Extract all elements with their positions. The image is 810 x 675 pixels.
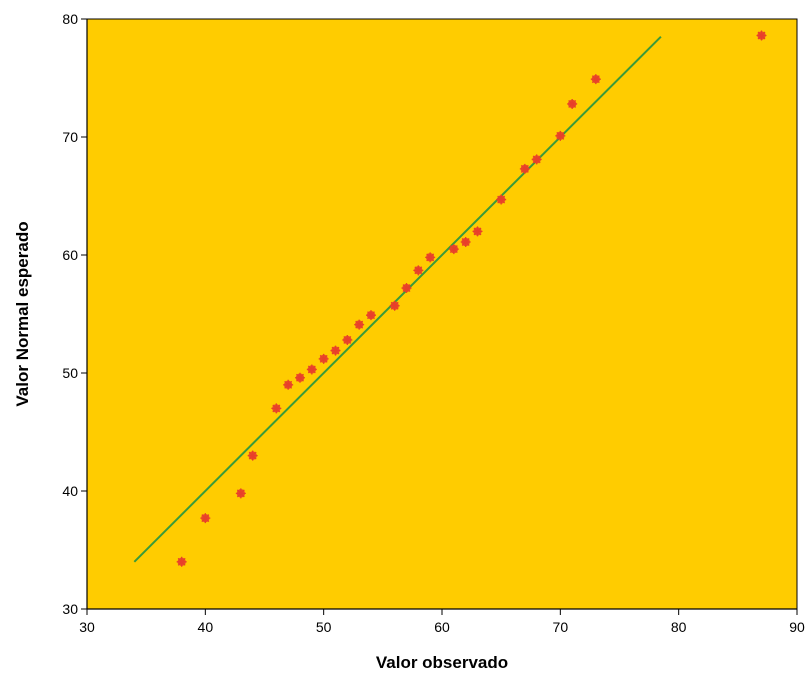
data-point [389,300,400,311]
y-tick-label: 40 [62,483,78,499]
data-point [401,283,412,294]
data-point [460,237,471,248]
point-marker-star [366,310,376,321]
data-point [496,194,507,205]
point-marker-star [306,364,317,375]
point-marker-star [354,319,365,330]
y-tick-label: 50 [62,365,78,381]
data-point [472,226,483,237]
data-point [425,252,436,263]
data-point [235,488,246,499]
data-point [448,244,459,255]
y-tick-label: 60 [62,247,78,263]
x-tick-label: 30 [79,619,95,635]
reference-line [133,35,662,563]
data-point [200,513,211,524]
x-axis-title: Valor observado [376,653,508,672]
point-marker-star [235,488,246,499]
x-tick-label: 50 [316,619,332,635]
point-marker-star [295,372,305,383]
x-tick-label: 90 [789,619,805,635]
point-marker-star [472,226,483,237]
point-marker-star [567,98,578,109]
x-tick-label: 70 [553,619,569,635]
point-marker-star [413,265,424,276]
point-marker-star [318,353,329,364]
data-point [413,265,424,276]
data-point [330,345,341,356]
data-point [354,319,365,330]
y-tick-label: 30 [62,601,78,617]
point-marker-star [496,194,507,205]
reference-line-layer [133,35,662,563]
data-point [176,556,187,567]
point-marker-star [555,130,566,141]
point-marker-star [283,379,294,390]
point-marker-star [200,513,211,524]
point-marker-star [531,154,542,165]
data-point [247,450,258,461]
point-marker-star [247,450,258,461]
x-tick-label: 60 [434,619,450,635]
point-marker-star [330,345,341,356]
data-point [271,403,282,414]
points-layer [176,30,767,567]
data-point [555,130,566,141]
point-marker-star [176,556,187,567]
data-point [590,74,601,85]
point-marker-star [519,163,530,174]
y-axis-title: Valor Normal esperado [13,221,32,406]
data-point [283,379,294,390]
x-tick-label: 80 [671,619,687,635]
x-axis-ticks: 30 40 50 60 70 80 90 [79,609,805,635]
point-marker-star [342,334,353,345]
y-tick-label: 70 [62,129,78,145]
data-point [318,353,329,364]
y-axis-ticks: 30 40 50 60 70 80 [62,11,87,617]
plot-area [86,18,798,610]
x-tick-label: 40 [198,619,214,635]
data-point [342,334,353,345]
data-point [295,372,305,383]
data-point [756,30,767,41]
y-tick-label: 80 [62,11,78,27]
point-marker-star [389,300,400,311]
point-marker-star [401,283,412,294]
point-marker-star [460,237,471,248]
point-marker-star [425,252,436,263]
point-marker-star [448,244,459,255]
data-point [567,98,578,109]
data-point [531,154,542,165]
data-point [306,364,317,375]
data-point [366,310,376,321]
point-marker-star [756,30,767,41]
data-point [519,163,530,174]
point-marker-star [271,403,282,414]
point-marker-star [590,74,601,85]
